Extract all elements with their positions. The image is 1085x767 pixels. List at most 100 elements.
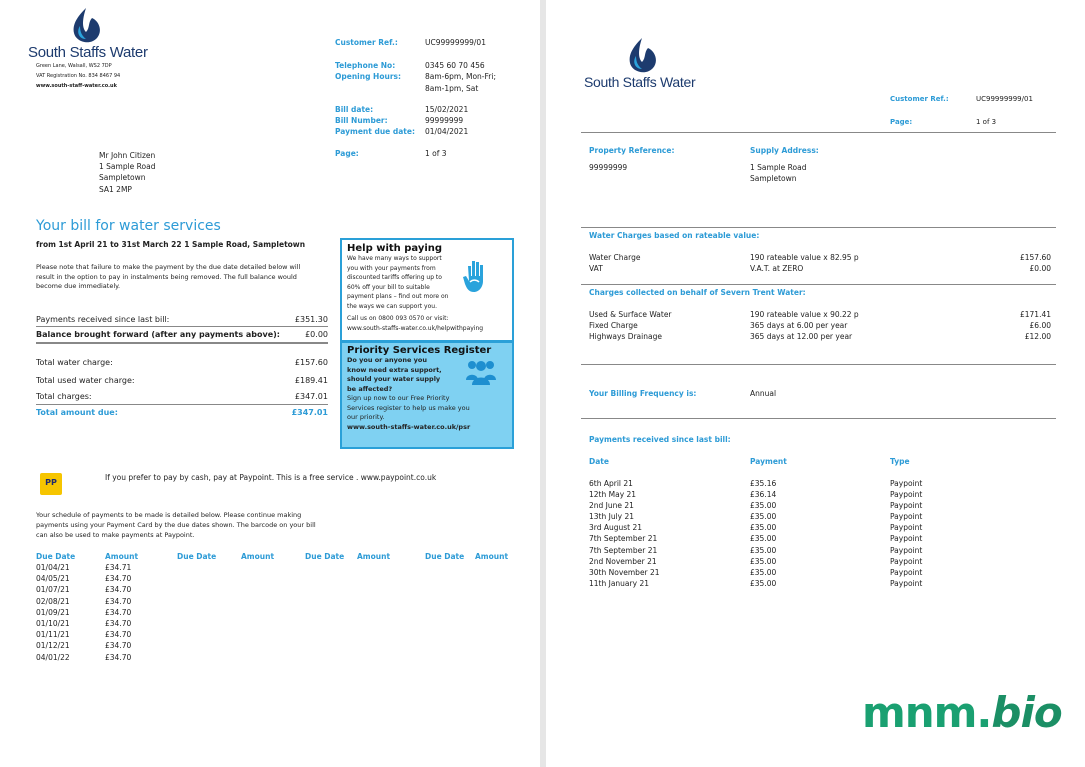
schedule-row: 01/04/21 £34.71 — [36, 562, 131, 573]
info-label: Payment due date: — [335, 127, 415, 137]
supply-line: Sampletown — [750, 174, 797, 184]
payment-date: 11th January 21 — [589, 578, 649, 588]
charge-amount: £6.00 — [1029, 321, 1051, 330]
schedule-row: 01/09/21 £34.70 — [36, 607, 131, 618]
charge-basis: 190 rateable value x 82.95 p — [750, 253, 859, 262]
brand-website[interactable]: www.south-staff-water.co.uk — [36, 83, 117, 89]
payment-type: Paypoint — [890, 490, 923, 500]
summary-value: £189.41 — [294, 375, 328, 385]
payment-date: 7th September 21 — [589, 534, 658, 544]
help-contact: Call us on 0800 093 0570 or visit: — [347, 315, 449, 322]
column-header: Amount — [357, 552, 391, 561]
payment-amount: £36.14 — [750, 490, 777, 500]
column-header: Amount — [105, 552, 139, 561]
charge-basis: 365 days at 12.00 per year — [750, 332, 853, 341]
info-label: Telephone No: — [335, 61, 396, 71]
bill-title: Your bill for water services — [36, 218, 221, 234]
psr-url[interactable]: www.south-staffs-water.co.uk/psr — [347, 422, 471, 431]
schedule-row: 01/07/21 £34.70 — [36, 584, 131, 595]
summary-row: Total water charge: £157.60 — [36, 353, 328, 371]
payment-date: 7th September 21 — [589, 545, 658, 555]
schedule-row: 04/01/22 £34.70 — [36, 652, 131, 663]
property-ref: 99999999 — [589, 163, 628, 173]
payment-type: Paypoint — [890, 578, 923, 588]
charge-name: Water Charge — [589, 253, 641, 262]
due-date: 01/04/21 — [36, 563, 70, 572]
info-label: Page: — [890, 118, 913, 126]
help-url[interactable]: www.south-staffs-water.co.uk/helpwithpay… — [347, 324, 484, 332]
payment-amount: £35.00 — [750, 534, 777, 544]
payment-type: Paypoint — [890, 534, 923, 544]
charge-basis: 190 rateable value x 90.22 p — [750, 310, 859, 319]
payments-title: Payments received since last bill: — [589, 435, 731, 444]
due-date: 01/07/21 — [36, 585, 70, 595]
charge-name: VAT — [589, 264, 603, 273]
charge-basis: V.A.T. at ZERO — [750, 264, 804, 273]
info-value: 01/04/2021 — [425, 127, 469, 137]
amount: £34.70 — [105, 652, 132, 662]
info-value: 1 of 3 — [976, 118, 997, 126]
summary-row: Total used water charge: £189.41 — [36, 371, 328, 389]
psr-body: Sign up now to our Free Priority Service… — [347, 394, 470, 421]
payment-date: 6th April 21 — [589, 479, 633, 488]
summary-row: Total charges: £347.01 — [36, 389, 328, 404]
schedule-table: 01/04/21 £34.71 04/05/21 £34.70 01/07/21 £34.… — [36, 562, 131, 663]
payment-type: Paypoint — [890, 545, 923, 555]
payment-type: Paypoint — [890, 523, 923, 533]
brand-name: South Staffs Water — [584, 74, 696, 90]
column-header: Due Date — [36, 552, 76, 561]
info-label: Customer Ref.: — [335, 38, 398, 47]
summary-label: Total water charge: — [36, 357, 113, 367]
payment-row: 3rd August 21 £35.00 Paypoint — [589, 522, 989, 533]
paypoint-logo: PP — [40, 473, 62, 495]
help-title: Help with paying — [347, 243, 443, 254]
due-date: 01/09/21 — [36, 607, 70, 617]
bill-info: Customer Ref.: UC99999999/01 Telephone No… — [335, 37, 535, 160]
charge-amount: £171.41 — [1019, 310, 1051, 319]
property-ref-label: Property Reference: — [589, 146, 675, 155]
charge-row: Fixed Charge 365 days at 6.00 per year £6.… — [589, 320, 1051, 331]
schedule-header-amount: Amount — [105, 551, 138, 562]
amount: £34.70 — [105, 619, 132, 629]
info-label: Bill Number: — [335, 116, 388, 126]
payment-row: 30th November 21 £35.00 Paypoint — [589, 567, 989, 578]
due-date: 04/05/21 — [36, 574, 70, 584]
payment-row: 13th July 21 £35.00 Paypoint — [589, 511, 989, 522]
charge-name: Used & Surface Water — [589, 310, 672, 319]
summary-label: Total amount due: — [36, 407, 118, 417]
charge-basis: 365 days at 6.00 per year — [750, 321, 848, 330]
payment-type: Paypoint — [890, 556, 923, 566]
due-date: 04/01/22 — [36, 652, 70, 662]
schedule-row: 01/11/21 £34.70 — [36, 629, 131, 640]
schedule-row: 04/05/21 £34.70 — [36, 573, 131, 584]
schedule-intro: Your schedule of payments to be made is … — [36, 511, 316, 539]
recipient-line: Mr John Citizen — [99, 151, 156, 160]
column-header: Type — [890, 457, 910, 466]
summary-value: £0.00 — [305, 330, 328, 339]
info-value: 8am-1pm, Sat — [425, 83, 479, 93]
payment-date: 30th November 21 — [589, 567, 660, 577]
brand-name: South Staffs Water — [28, 44, 148, 61]
watermark-text: mnm. — [862, 688, 992, 737]
payment-date: 3rd August 21 — [589, 523, 643, 533]
summary-label: Balance brought forward (after any payme… — [36, 330, 280, 339]
payment-amount: £35.00 — [750, 545, 777, 555]
column-header: Amount — [241, 552, 275, 561]
psr-title: Priority Services Register — [347, 345, 492, 356]
amount: £34.70 — [105, 641, 132, 651]
section2-title: Charges collected on behalf of Severn Tr… — [589, 288, 806, 297]
schedule-header-date: Due Date — [36, 551, 75, 562]
column-header: Due Date — [425, 552, 465, 561]
billing-frequency: Annual — [750, 389, 777, 398]
info-label: Page: — [335, 149, 359, 159]
billing-frequency-label: Your Billing Frequency is: — [589, 389, 697, 398]
summary-row: Balance brought forward (after any payme… — [36, 327, 328, 342]
help-body: We have many ways to support you with yo… — [347, 255, 449, 310]
water-charges-table: Water Charge 190 rateable value x 82.95 p… — [589, 252, 1051, 274]
payment-row: 2nd November 21 £35.00 Paypoint — [589, 556, 989, 567]
charge-row: Used & Surface Water 190 rateable value x… — [589, 309, 1051, 320]
column-header: Date — [589, 457, 609, 466]
payment-date: 13th July 21 — [589, 512, 635, 522]
supply-line: 1 Sample Road — [750, 163, 807, 173]
charge-row: Water Charge 190 rateable value x 82.95 p… — [589, 252, 1051, 263]
